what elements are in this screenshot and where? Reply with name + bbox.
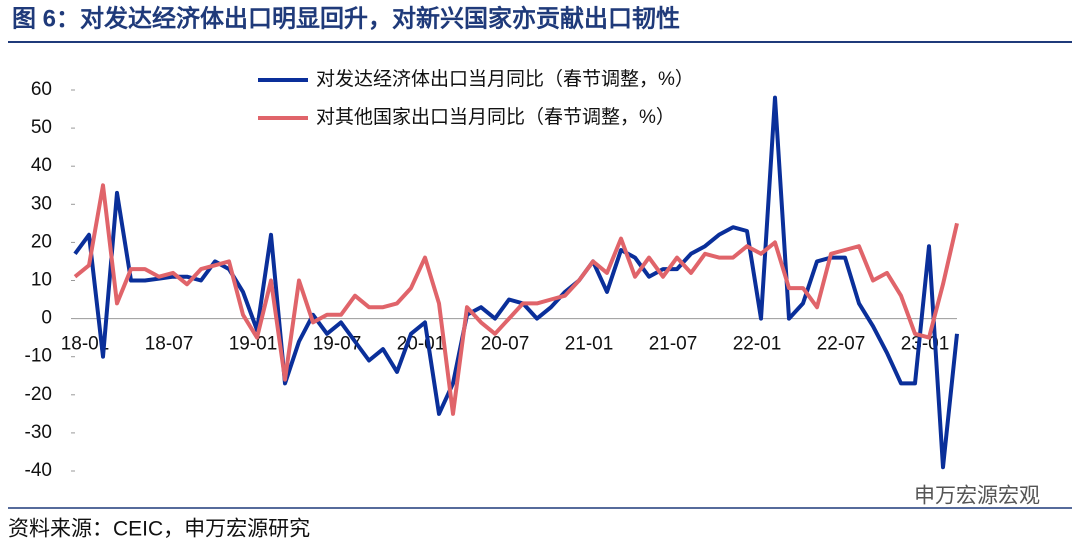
x-tick-label: 18-01	[61, 334, 110, 355]
series-line	[73, 183, 959, 416]
x-tick-label: 19-01	[229, 334, 278, 355]
x-tick-label: 22-07	[817, 334, 866, 355]
x-tick-label: 18-07	[145, 334, 194, 355]
legend-label: 对发达经济体出口当月同比（春节调整，%）	[316, 68, 694, 90]
y-tick-label: 40	[31, 155, 52, 176]
y-tick-label: 30	[31, 193, 52, 214]
x-tick-label: 21-07	[649, 334, 698, 355]
legend-label: 对其他国家出口当月同比（春节调整，%）	[316, 106, 675, 128]
y-tick-label: -40	[25, 460, 52, 481]
chart-title: 图 6：对发达经济体出口明显回升，对新兴国家亦贡献出口韧性	[12, 4, 680, 32]
y-tick-label: 0	[41, 308, 52, 329]
watermark: 申万宏源宏观	[914, 485, 1040, 508]
x-tick-label: 20-07	[481, 334, 530, 355]
y-tick-label: 50	[31, 117, 52, 138]
source: 资料来源：CEIC，申万宏源研究	[8, 518, 310, 541]
y-tick-label: 20	[31, 231, 52, 252]
y-tick-label: -30	[25, 422, 52, 443]
x-tick-label: 22-01	[733, 334, 782, 355]
y-tick-label: 60	[31, 79, 52, 100]
y-tick-label: -10	[25, 346, 52, 367]
y-tick-label: 10	[31, 270, 52, 291]
y-tick-label: -20	[25, 384, 52, 405]
x-tick-label: 21-01	[565, 334, 614, 355]
x-tick-label: 19-07	[313, 334, 362, 355]
